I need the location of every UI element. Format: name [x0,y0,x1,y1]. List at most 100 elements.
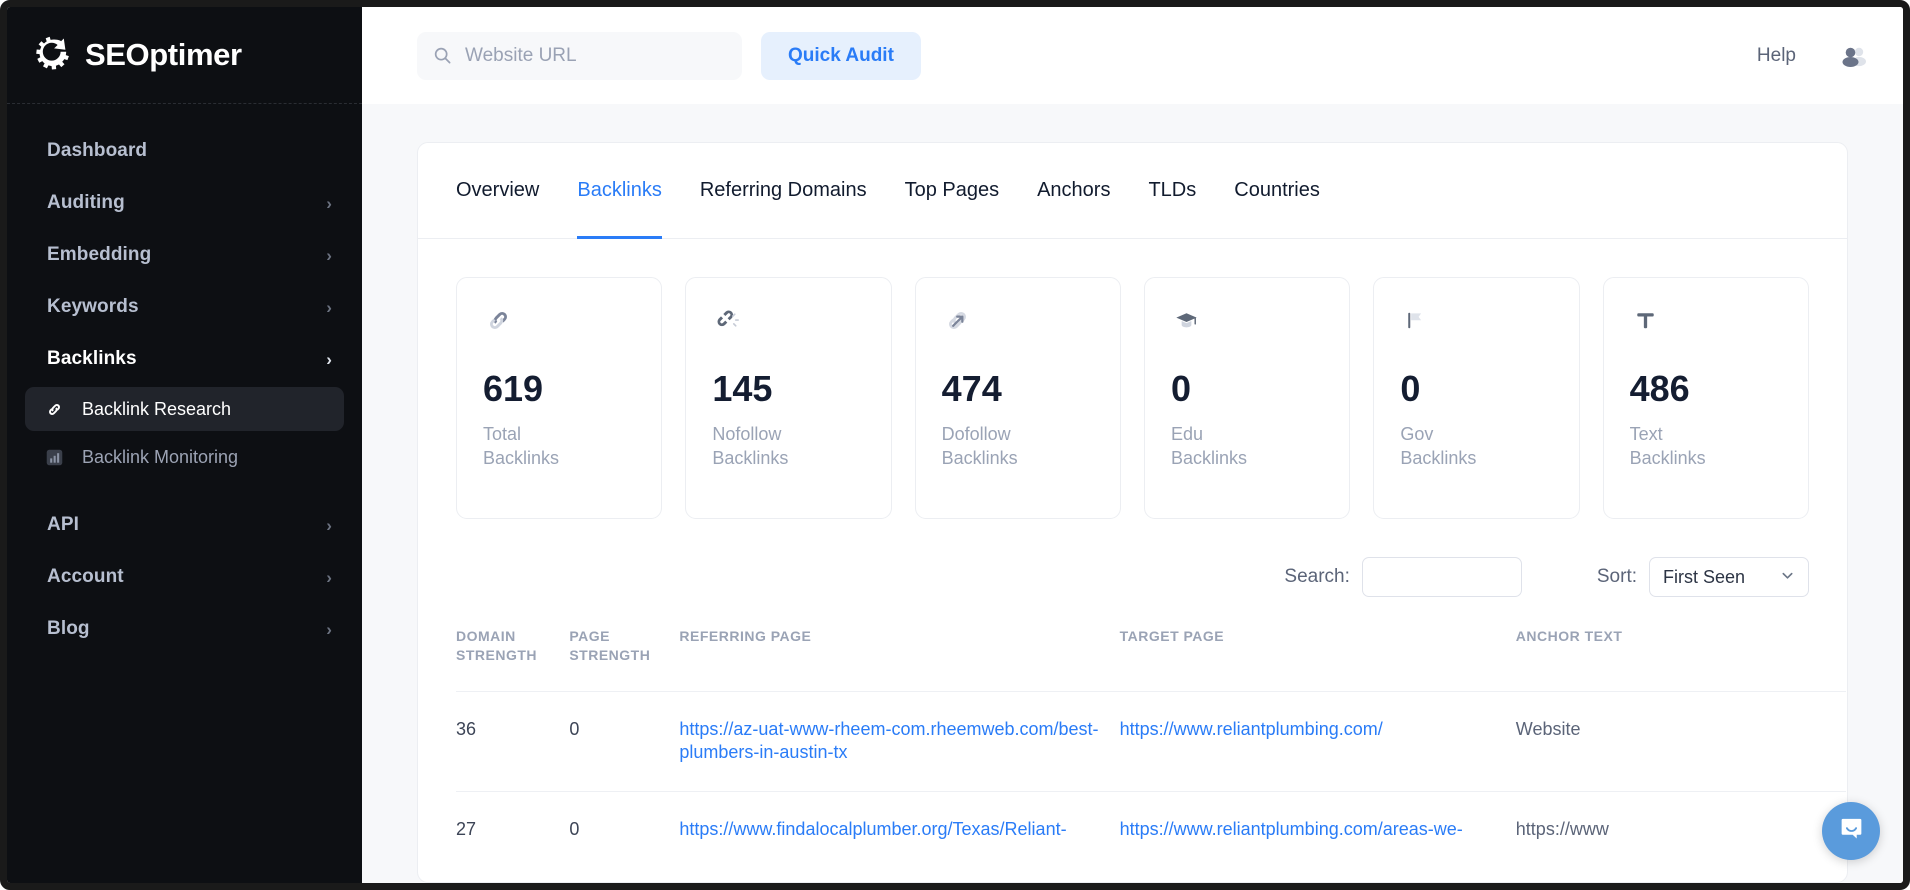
cell-anchor-text: https://www [1515,790,1846,867]
cell-page-strength: 0 [569,690,680,792]
sidebar-item-api[interactable]: API › [7,499,362,551]
sidebar-item-label: API [47,514,79,535]
chevron-right-icon: › [326,619,332,639]
table-controls: Search: Sort: First Seen [418,519,1847,597]
target-page-link[interactable]: https://www.reliantplumbing.com/areas-we… [1119,818,1463,839]
sidebar: SEOptimer Dashboard Auditing › Embedding… [7,7,362,883]
tab-countries[interactable]: Countries [1234,179,1320,201]
stat-label: Edu Backlinks [1170,424,1248,469]
sidebar-item-auditing[interactable]: Auditing › [7,177,362,229]
table-head: DOMAIN STRENGTH PAGE STRENGTH REFERRING … [456,627,1846,691]
sidebar-item-account[interactable]: Account › [7,551,362,603]
text-t-icon [1630,305,1808,351]
column-header-target-page[interactable]: TARGET PAGE [1119,628,1225,644]
quick-audit-button[interactable]: Quick Audit [761,31,921,80]
sidebar-item-embedding[interactable]: Embedding › [7,229,362,281]
website-url-field[interactable] [417,31,742,80]
sidebar-item-label: Auditing [47,192,125,213]
tab-backlinks[interactable]: Backlinks [577,143,663,239]
link-arrow-icon [942,305,1120,351]
chat-bubble-icon [1837,814,1866,848]
stat-label: Nofollow Backlinks [712,424,789,469]
stat-label: Total Backlinks [483,424,560,469]
help-link[interactable]: Help [1756,44,1796,66]
chevron-right-icon: › [326,515,332,535]
logo-text: SEOptimer [85,37,242,72]
table-row: 27 0 https://www.findalocalplumber.org/T… [456,790,1846,867]
main-area: Quick Audit Help Overview Ba [362,7,1903,883]
sort-select[interactable]: First Seen [1649,557,1809,597]
referring-page-link[interactable]: https://az-uat-www-rheem-com.rheemweb.co… [679,718,1099,763]
target-page-link[interactable]: https://www.reliantplumbing.com/ [1119,718,1383,739]
bar-chart-icon [43,446,65,468]
sidebar-nav: Dashboard Auditing › Embedding › Keyword… [7,104,362,655]
top-bar-right: Help [1757,45,1868,67]
column-header-page-strength[interactable]: PAGE STRENGTH [569,628,651,663]
sidebar-submenu-backlinks: Backlink Research Backlink Monitoring [7,385,362,489]
stat-card-total-backlinks: 619 Total Backlinks [456,277,663,519]
cell-domain-strength: 36 [456,690,570,792]
chat-launcher-button[interactable] [1822,802,1880,860]
stat-label: Text Backlinks [1629,424,1706,469]
search-input-wrapper[interactable] [1361,557,1522,597]
tab-referring-domains[interactable]: Referring Domains [699,179,867,201]
cell-referring-page: https://az-uat-www-rheem-com.rheemweb.co… [679,690,1120,792]
tab-overview[interactable]: Overview [456,179,540,201]
stat-card-dofollow-backlinks: 474 Dofollow Backlinks [914,277,1121,519]
column-header-domain-strength[interactable]: DOMAIN STRENGTH [456,628,537,663]
sidebar-item-blog[interactable]: Blog › [7,603,362,655]
sidebar-item-label: Keywords [47,296,139,317]
column-header-anchor-text[interactable]: ANCHOR TEXT [1515,628,1623,644]
app-logo[interactable]: SEOptimer [7,7,362,104]
stat-value: 145 [712,368,773,409]
link-icon [483,305,661,351]
tab-anchors[interactable]: Anchors [1037,179,1111,201]
stat-value: 0 [1400,368,1421,409]
graduation-cap-icon [1171,305,1349,351]
broken-link-icon [712,305,890,351]
backlinks-table-wrapper: DOMAIN STRENGTH PAGE STRENGTH REFERRING … [418,627,1847,867]
chevron-right-icon: › [326,193,332,213]
table-row: 36 0 https://az-uat-www-rheem-com.rheemw… [456,690,1846,792]
sidebar-item-label: Embedding [47,244,152,265]
stat-label: Gov Backlinks [1400,424,1477,469]
tab-tlds[interactable]: TLDs [1148,179,1197,201]
chevron-right-icon: › [326,349,332,369]
link-icon [43,398,65,420]
search-input[interactable] [1362,558,1521,596]
sidebar-item-label: Backlinks [47,348,137,369]
content-area: Overview Backlinks Referring Domains Top… [362,104,1903,883]
sidebar-subitem-label: Backlink Monitoring [82,446,239,467]
sidebar-item-dashboard[interactable]: Dashboard [7,125,362,177]
referring-page-link[interactable]: https://www.findalocalplumber.org/Texas/… [679,818,1067,839]
cell-page-strength: 0 [569,790,680,867]
cell-target-page: https://www.reliantplumbing.com/areas-we… [1119,790,1516,867]
stat-card-gov-backlinks: 0 Gov Backlinks [1373,277,1580,519]
panel-tabs: Overview Backlinks Referring Domains Top… [418,143,1847,239]
sidebar-item-backlinks[interactable]: Backlinks › [7,333,362,385]
chevron-right-icon: › [326,245,332,265]
search-icon [433,46,452,65]
table-body: 36 0 https://az-uat-www-rheem-com.rheemw… [456,690,1846,867]
stat-value: 619 [483,368,544,409]
flag-icon [1400,305,1578,351]
stat-value: 486 [1629,368,1690,409]
tab-top-pages[interactable]: Top Pages [904,179,1000,201]
backlinks-table: DOMAIN STRENGTH PAGE STRENGTH REFERRING … [456,627,1846,867]
backlinks-panel: Overview Backlinks Referring Domains Top… [417,142,1848,883]
cell-referring-page: https://www.findalocalplumber.org/Texas/… [679,790,1120,867]
sidebar-subitem-backlink-monitoring[interactable]: Backlink Monitoring [25,435,344,479]
stat-label: Dofollow Backlinks [941,424,1018,469]
sidebar-subitem-backlink-research[interactable]: Backlink Research [25,387,344,431]
stat-cards: 619 Total Backlinks [418,239,1847,519]
users-icon[interactable] [1840,45,1868,67]
sidebar-item-keywords[interactable]: Keywords › [7,281,362,333]
sort-label: Sort: [1596,566,1637,587]
cell-anchor-text: Website [1515,690,1846,792]
sort-selected-value: First Seen [1663,566,1746,587]
sort-control: Sort: First Seen [1597,557,1809,597]
website-url-input[interactable] [465,44,726,67]
stat-card-nofollow-backlinks: 145 Nofollow Backlinks [685,277,892,519]
column-header-referring-page[interactable]: REFERRING PAGE [679,628,812,644]
